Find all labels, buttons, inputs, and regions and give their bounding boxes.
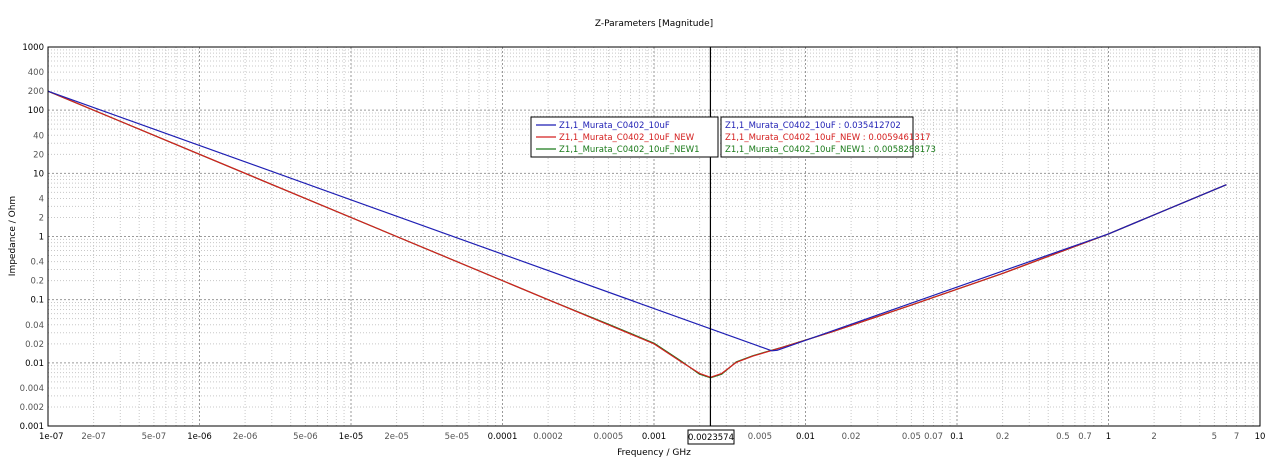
series-lines	[47, 90, 1227, 379]
y-tick-label: 40	[33, 131, 44, 141]
x-tick-label: 0.07	[924, 432, 943, 442]
y-tick-label: 4	[39, 194, 44, 204]
x-tick-label: 5e-05	[445, 432, 470, 442]
marker-readout-box	[720, 116, 914, 158]
y-axis-label: Impedance / Ohm	[8, 196, 18, 276]
x-tick-labels: 1e-07 2e-07 5e-07 1e-06 2e-06 5e-06 1e-05 2e-05…	[39, 432, 1265, 442]
series-line	[47, 90, 1227, 378]
x-tick-label: 0.7	[1078, 432, 1092, 442]
y-tick-label: 0.4	[30, 258, 44, 268]
legend-entry: Z1,1_Murata_C0402_10uF_NEW1	[559, 145, 700, 155]
x-tick-label: 1	[1106, 432, 1111, 442]
y-tick-label: 0.2	[30, 277, 44, 287]
marker-readout-value: Z1,1_Murata_C0402_10uF_NEW : 0.005946131…	[725, 133, 931, 143]
x-tick-label: 5e-07	[142, 432, 167, 442]
x-tick-label: 0.2	[996, 432, 1010, 442]
y-tick-labels: 1000 400 200 100 40 20 10 4 2 1 0.4 0.2 0.1 0.04 0.02 0…	[20, 43, 44, 432]
x-tick-label: 0.5	[1056, 432, 1070, 442]
legend[interactable]: Z1,1_Murata_C0402_10uF Z1,1_Murata_C0402…	[530, 116, 719, 158]
y-tick-label: 1000	[22, 43, 44, 53]
x-tick-label: 2e-07	[81, 432, 106, 442]
grid	[48, 47, 1260, 426]
marker-readout-value: Z1,1_Murata_C0402_10uF : 0.035412702	[725, 121, 901, 131]
marker-readout: Z1,1_Murata_C0402_10uF : 0.035412702 Z1,…	[720, 116, 936, 158]
series-line	[47, 90, 1227, 352]
x-tick-label: 1e-07	[39, 432, 64, 442]
y-tick-label: 0.002	[20, 403, 44, 413]
legend-entry: Z1,1_Murata_C0402_10uF_NEW	[559, 133, 695, 143]
x-tick-label: 10	[1255, 432, 1266, 442]
y-tick-label: 0.02	[25, 340, 44, 350]
x-tick-label: 1e-05	[339, 432, 364, 442]
x-tick-label: 5e-06	[293, 432, 318, 442]
x-tick-label: 0.0001	[488, 432, 518, 442]
marker-x-label-box	[687, 429, 735, 445]
x-tick-label: 7	[1234, 432, 1239, 442]
x-tick-label: 5	[1212, 432, 1217, 442]
x-tick-label: 2e-05	[384, 432, 409, 442]
x-axis-label: Frequency / GHz	[617, 448, 691, 458]
y-tick-label: 200	[28, 87, 44, 97]
y-tick-label: 0.1	[30, 296, 44, 306]
x-tick-label: 2e-06	[233, 432, 258, 442]
plot-frame	[47, 46, 1261, 427]
x-tick-label: 2	[1151, 432, 1156, 442]
chart-title: Z-Parameters [Magnitude]	[595, 19, 713, 29]
y-tick-label: 400	[28, 68, 44, 78]
y-tick-label: 2	[39, 213, 44, 223]
x-tick-label: 0.001	[642, 432, 666, 442]
marker-readout-value: Z1,1_Murata_C0402_10uF_NEW1 : 0.00582881…	[725, 145, 936, 155]
y-tick-label: 10	[33, 169, 44, 179]
x-tick-label: 0.0002	[533, 432, 563, 442]
y-tick-label: 100	[28, 106, 44, 116]
x-tick-label: 0.05	[902, 432, 921, 442]
x-tick-label: 0.005	[748, 432, 772, 442]
marker-x-label-text: 0.0023574	[688, 433, 734, 443]
y-tick-label: 0.001	[20, 422, 44, 432]
x-tick-label: 0.02	[842, 432, 861, 442]
x-tick-label: 0.0005	[594, 432, 624, 442]
legend-entry: Z1,1_Murata_C0402_10uF	[559, 121, 670, 131]
y-tick-label: 0.004	[20, 384, 44, 394]
y-tick-label: 20	[33, 150, 44, 160]
legend-box	[530, 116, 719, 158]
x-tick-label: 0.01	[796, 432, 815, 442]
y-tick-label: 0.04	[25, 321, 44, 331]
y-tick-label: 1	[39, 233, 44, 243]
x-tick-label: 0.1	[950, 432, 964, 442]
x-tick-label: 1e-06	[187, 432, 212, 442]
marker-x-label: 0.0023574	[687, 429, 735, 445]
y-tick-label: 0.01	[25, 359, 44, 369]
